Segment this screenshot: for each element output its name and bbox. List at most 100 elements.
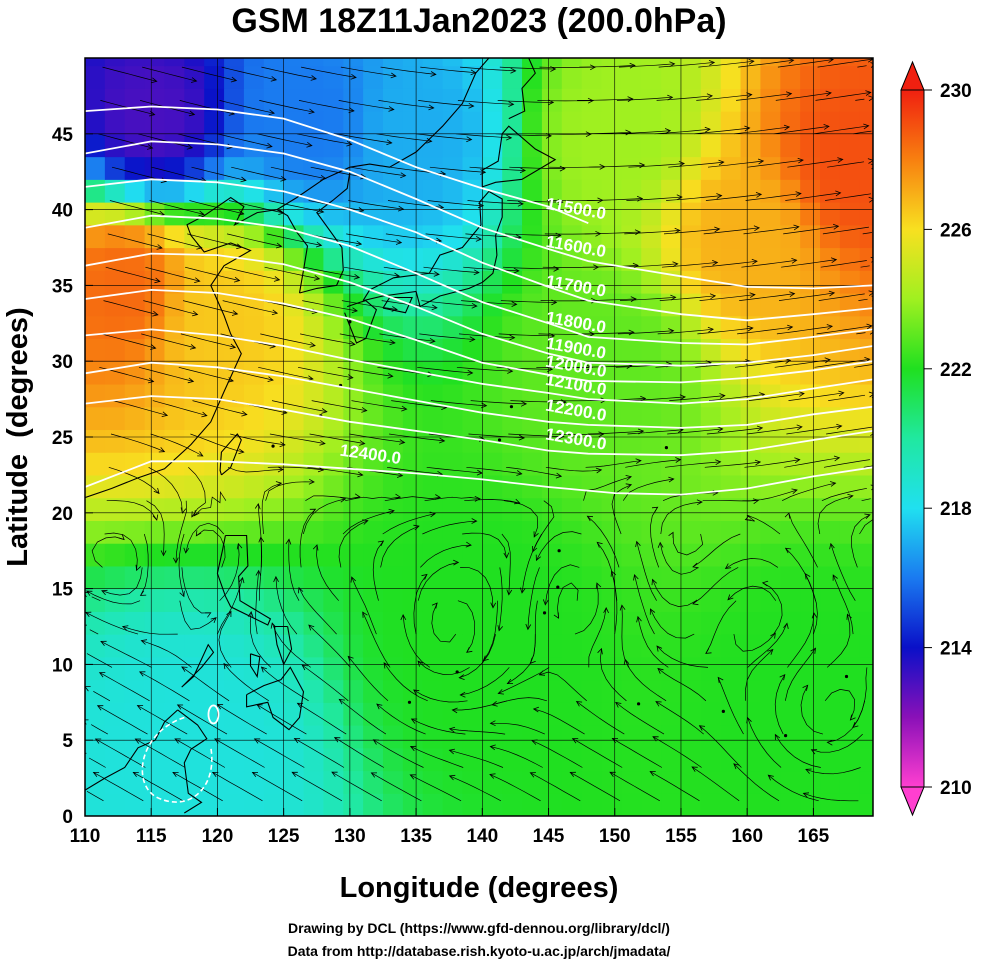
shading-cell <box>601 338 622 362</box>
streamline <box>421 300 477 307</box>
shading-cell <box>601 520 622 544</box>
shading-cell <box>541 429 563 453</box>
shading-cell <box>661 65 682 89</box>
streamline <box>539 671 587 702</box>
streamline-arrow <box>158 447 166 453</box>
streamline <box>431 602 457 643</box>
shading-cell <box>780 793 801 816</box>
y-tick-label: 40 <box>52 201 73 222</box>
shading-cell <box>442 565 464 590</box>
shading-cell <box>502 543 523 567</box>
shading-cell <box>502 361 523 385</box>
streamline-arrow <box>227 377 234 383</box>
shading-cell <box>164 656 185 681</box>
streamline <box>557 582 579 619</box>
shading-cell <box>541 247 563 271</box>
y-tick-label: 30 <box>52 352 73 373</box>
streamline <box>650 507 660 568</box>
shading-cell <box>581 634 603 658</box>
streamline-arrow <box>837 157 844 163</box>
shading-cell <box>104 338 126 362</box>
shading-cell <box>164 679 185 703</box>
coastline <box>508 58 536 120</box>
shading-cell <box>144 292 166 317</box>
shading-cell <box>144 361 166 385</box>
shading-cell <box>184 65 205 89</box>
streamline-arrow <box>747 325 754 332</box>
shading-cell <box>502 88 523 112</box>
shading-cell <box>243 315 265 340</box>
shading-cell <box>184 383 205 408</box>
streamline <box>611 484 632 535</box>
streamline <box>734 360 791 368</box>
streamline <box>657 328 714 335</box>
streamline-arrow <box>868 196 873 203</box>
shading-cell <box>164 383 185 408</box>
streamline <box>498 567 503 631</box>
streamline <box>425 233 482 240</box>
shading-cell <box>363 679 384 703</box>
streamline-arrow <box>471 518 478 524</box>
shading-cell <box>522 338 543 362</box>
shading-cell <box>303 611 324 635</box>
streamline-arrow <box>267 376 274 382</box>
shading-cell <box>680 315 702 340</box>
shading-cell <box>482 656 503 681</box>
streamline-arrow <box>386 139 393 146</box>
streamline-arrow <box>309 508 317 514</box>
streamline <box>297 366 353 379</box>
streamline-arrow <box>148 377 155 384</box>
shading-cell <box>104 747 126 772</box>
shading-cell <box>680 88 702 112</box>
streamline <box>417 562 459 601</box>
shading-cell <box>184 133 205 158</box>
streamline-arrow <box>161 411 169 417</box>
streamline-arrow <box>417 660 424 667</box>
shading-cell <box>482 452 503 476</box>
streamline <box>579 65 635 68</box>
shading-cell <box>820 383 841 408</box>
shading-cell <box>561 497 583 521</box>
shading-cell <box>104 58 126 67</box>
shading-cell <box>85 793 106 816</box>
streamline <box>672 532 704 556</box>
shading-cell <box>422 565 444 590</box>
streamline <box>172 772 223 802</box>
shading-cell <box>204 315 225 340</box>
shading-cell <box>104 679 126 703</box>
shading-cell <box>283 88 305 112</box>
streamline <box>637 616 669 668</box>
streamline <box>296 133 352 145</box>
streamline <box>151 166 207 182</box>
shading-cell <box>760 406 781 431</box>
streamline <box>614 130 671 135</box>
shading-cell <box>184 58 205 67</box>
streamline-arrow <box>709 293 717 300</box>
shading-cell <box>184 611 205 635</box>
streamline <box>599 648 627 702</box>
y-axis-label: Latitude (degrees) <box>2 307 34 566</box>
streamline <box>143 300 198 315</box>
shading-cell <box>601 58 622 67</box>
shading-cell <box>263 315 285 340</box>
shading-cell <box>541 520 563 544</box>
x-tick-label: 125 <box>268 826 300 847</box>
streamline-arrow <box>383 662 390 669</box>
credit-data: Data from http://database.rish.kyoto-u.a… <box>288 943 671 959</box>
shading-cell <box>780 133 801 158</box>
shading-cell <box>363 383 384 408</box>
shading-cell <box>382 406 404 431</box>
shading-cell <box>601 156 622 180</box>
shading-cell <box>323 58 344 67</box>
streamline-arrow <box>876 424 881 429</box>
shading-cell <box>561 383 583 408</box>
streamline-arrow <box>358 207 365 213</box>
streamline-arrow <box>664 128 672 134</box>
shading-cell <box>740 543 762 567</box>
y-tick-label: 0 <box>62 807 73 828</box>
shading-cell <box>382 179 404 203</box>
streamline-arrow <box>139 590 147 596</box>
streamline-arrow <box>875 191 880 196</box>
streamline <box>141 333 196 349</box>
streamline-arrow <box>652 736 659 742</box>
